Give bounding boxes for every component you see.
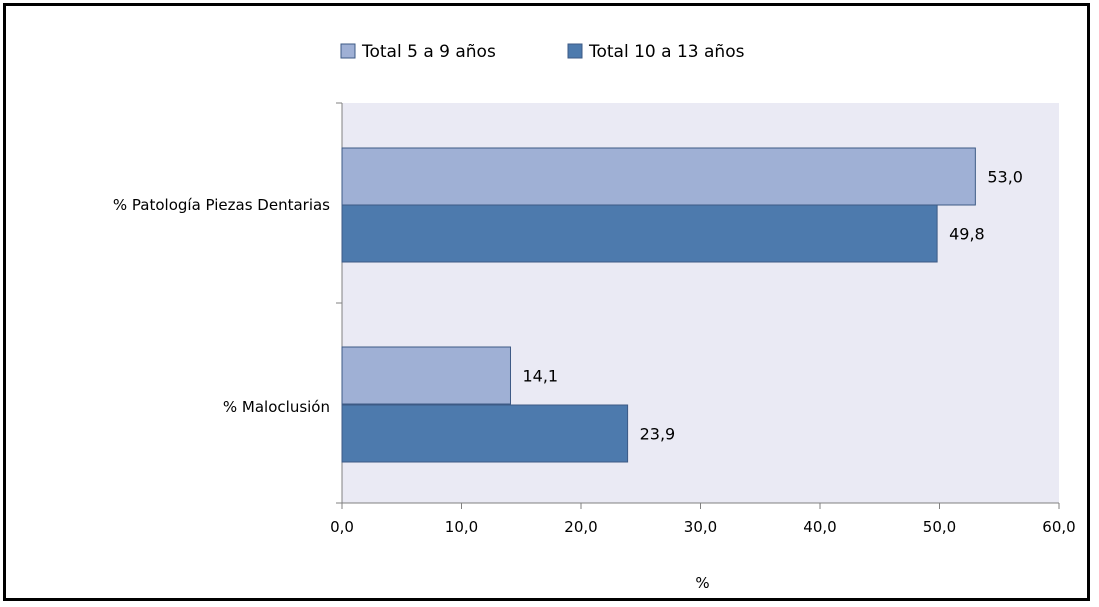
data-label: 23,9	[640, 425, 676, 444]
x-tick-label: 20,0	[564, 518, 597, 536]
legend: Total 5 a 9 años Total 10 a 13 años	[340, 42, 745, 62]
legend-swatch	[567, 43, 583, 59]
x-axis-label: %	[695, 574, 709, 592]
legend-label: Total 10 a 13 años	[588, 42, 745, 62]
legend-label: Total 5 a 9 años	[361, 42, 496, 62]
bar	[341, 204, 938, 263]
y-category-label: % Patología Piezas Dentarias	[113, 196, 330, 214]
bar	[341, 147, 976, 206]
legend-swatch	[340, 43, 356, 59]
axes: 0,0 10,0 20,0 30,0 40,0 50,0 60,0 % Patología P…	[113, 102, 1076, 536]
y-category-label: % Maloclusión	[223, 398, 330, 416]
bar	[341, 404, 629, 463]
x-tick-label: 50,0	[923, 518, 956, 536]
data-label: 53,0	[987, 168, 1023, 187]
x-tick-label: 60,0	[1042, 518, 1075, 536]
x-tick-label: 10,0	[445, 518, 478, 536]
x-tick-label: 0,0	[330, 518, 354, 536]
bars	[341, 147, 976, 463]
data-label: 49,8	[949, 225, 985, 244]
bar	[341, 346, 511, 405]
x-tick-label: 30,0	[684, 518, 717, 536]
data-labels: 53,0 49,8 14,1 23,9	[522, 168, 1022, 444]
data-label: 14,1	[522, 367, 558, 386]
x-tick-label: 40,0	[803, 518, 836, 536]
